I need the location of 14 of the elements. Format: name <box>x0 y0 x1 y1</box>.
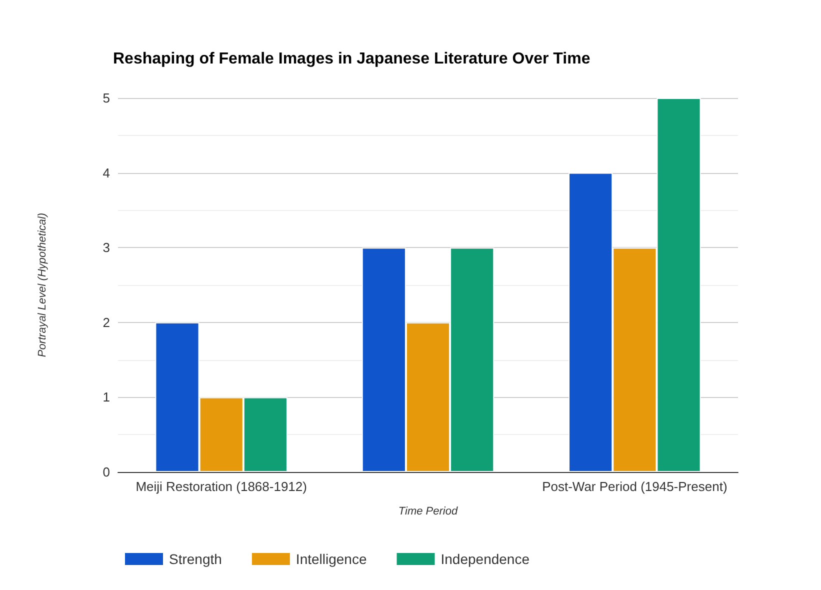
legend-label: Strength <box>169 551 222 567</box>
y-tick-label: 4 <box>102 165 110 180</box>
y-tick-label: 3 <box>102 240 110 256</box>
x-tick-label: Meiji Restoration (1868-1912) <box>136 479 307 494</box>
legend-label: Intelligence <box>296 551 367 567</box>
chart-title: Reshaping of Female Images in Japanese Literature Over Time <box>113 50 590 68</box>
y-axis-title: Portrayal Level (Hypothetical) <box>36 212 48 358</box>
y-tick-label: 2 <box>102 314 110 330</box>
y-tick-label: 0 <box>102 464 110 480</box>
x-axis-title: Time Period <box>398 506 458 518</box>
legend-label: Independence <box>440 551 530 567</box>
y-tick-label: 5 <box>102 90 110 106</box>
x-tick-label: Post-War Period (1945-Present) <box>542 479 728 494</box>
y-tick-label: 1 <box>102 390 110 405</box>
